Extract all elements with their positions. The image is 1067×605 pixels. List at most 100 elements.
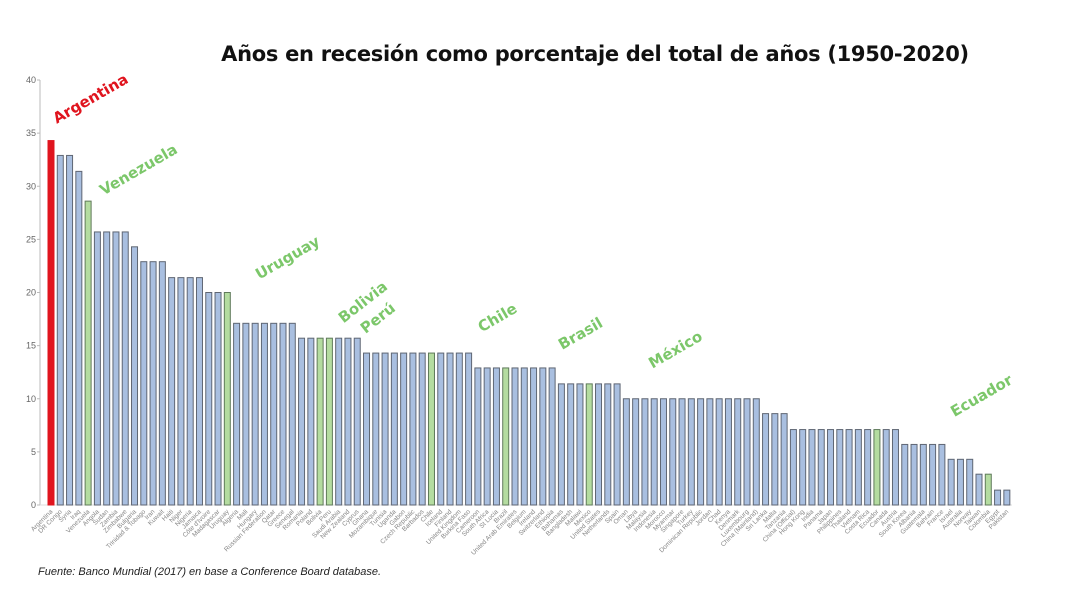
bar-senegal bbox=[288, 322, 296, 506]
annotation-brasil: Brasil bbox=[555, 314, 606, 354]
bar-zimbabwe bbox=[121, 231, 129, 506]
bar-cyprus bbox=[353, 337, 361, 506]
bar-iran bbox=[149, 261, 157, 506]
bar-tanzania bbox=[780, 413, 788, 506]
bar-poland bbox=[307, 337, 315, 506]
bar-austria bbox=[891, 429, 899, 506]
bar-chile bbox=[427, 352, 435, 506]
bar-united-arab-emirates bbox=[511, 367, 519, 506]
bar-panama bbox=[817, 429, 825, 506]
y-tick-label: 25 bbox=[26, 234, 36, 244]
bar-saudi-arabia bbox=[335, 337, 343, 506]
bar-hungary bbox=[251, 322, 259, 506]
bar-taiwan bbox=[975, 473, 983, 506]
bar-colombia bbox=[984, 473, 992, 506]
bar-thailand bbox=[845, 429, 853, 506]
annotation-chile: Chile bbox=[475, 299, 521, 336]
bar-bolivia bbox=[316, 337, 324, 506]
bar-mozambique bbox=[372, 352, 380, 506]
bar-costa-rica bbox=[864, 429, 872, 506]
bar-south-korea bbox=[901, 443, 909, 506]
bar-cameroon bbox=[474, 367, 482, 506]
bar-zambia bbox=[112, 231, 120, 506]
bar-egypt bbox=[994, 489, 1002, 506]
bar-oman bbox=[622, 398, 630, 506]
bar-dr-congo bbox=[56, 154, 64, 506]
bar-myanmar bbox=[669, 398, 677, 506]
bar-china-mainland- bbox=[752, 398, 760, 506]
bar-bahrain bbox=[929, 443, 937, 506]
bar-niger bbox=[177, 277, 185, 506]
bar-syria bbox=[66, 154, 74, 506]
bar-philippines bbox=[836, 429, 844, 506]
bar-sudan bbox=[103, 231, 111, 506]
bar-malawi bbox=[576, 383, 584, 506]
annotation-venezuela: Venezuela bbox=[96, 140, 180, 199]
bar-ireland bbox=[530, 367, 538, 506]
y-tick-label: 40 bbox=[26, 75, 36, 85]
bar-jamaica bbox=[195, 277, 203, 506]
bar-spain bbox=[613, 383, 621, 506]
bar-iraq bbox=[75, 170, 83, 506]
y-tick-label: 15 bbox=[26, 341, 36, 351]
bar-india bbox=[808, 429, 816, 506]
bar-china-official- bbox=[789, 429, 797, 506]
bar-haiti bbox=[168, 277, 176, 506]
bar-denmark bbox=[734, 398, 742, 506]
y-tick-label: 30 bbox=[26, 181, 36, 191]
bar-united-states bbox=[595, 383, 603, 506]
y-tick-label: 0 bbox=[31, 500, 36, 510]
bar-bangladesh bbox=[567, 383, 575, 506]
bar-dominican-republic bbox=[697, 398, 705, 506]
bar-norway bbox=[966, 458, 974, 506]
bar-madagascar bbox=[214, 292, 222, 506]
bar-nigeria bbox=[186, 277, 194, 506]
bar-guatemala bbox=[919, 443, 927, 506]
bar-switzerland bbox=[539, 367, 547, 506]
bar-south-africa bbox=[483, 367, 491, 506]
bar-st-lucia bbox=[492, 367, 500, 506]
bar-brazil bbox=[502, 367, 510, 506]
source-note: Fuente: Banco Mundial (2017) en base a C… bbox=[38, 566, 382, 578]
bar-france bbox=[938, 443, 946, 506]
y-tick-label: 5 bbox=[31, 447, 36, 457]
bar-albania bbox=[910, 443, 918, 506]
bar-uruguay bbox=[223, 292, 231, 506]
bar-sri-lanka bbox=[762, 413, 770, 506]
y-tick-label: 10 bbox=[26, 394, 36, 404]
bar-new-zealand bbox=[344, 337, 352, 506]
bar-morocco bbox=[659, 398, 667, 506]
bar-c-te-d-ivoire bbox=[205, 292, 213, 506]
bar-libya bbox=[632, 398, 640, 506]
bar-japan bbox=[827, 429, 835, 506]
bar-singapore bbox=[678, 398, 686, 506]
bar-ethiopia bbox=[548, 367, 556, 506]
bar-netherlands bbox=[604, 383, 612, 506]
bar-vietnam bbox=[854, 429, 862, 506]
bar-malta bbox=[771, 413, 779, 506]
annotation-méxico: México bbox=[645, 327, 705, 372]
bar-ecuador bbox=[873, 429, 881, 506]
bar-turkey bbox=[687, 398, 695, 506]
annotation-argentina: Argentina bbox=[50, 70, 132, 127]
bar-mali bbox=[242, 322, 250, 506]
bar-ghana bbox=[363, 352, 371, 506]
bar-pakistan bbox=[1003, 489, 1011, 506]
bar-kuwait bbox=[158, 261, 166, 506]
bar-peru bbox=[325, 337, 333, 506]
bar-iceland bbox=[437, 352, 445, 506]
bar-tunisia bbox=[381, 352, 389, 506]
bar-malaysia bbox=[641, 398, 649, 506]
bar-canada bbox=[882, 429, 890, 506]
bar-indonesia bbox=[650, 398, 658, 506]
bar-venezuela bbox=[84, 200, 92, 506]
y-tick-label: 35 bbox=[26, 128, 36, 138]
bar-mexico bbox=[585, 383, 593, 506]
bar-kenya bbox=[724, 398, 732, 506]
y-tick-label: 20 bbox=[26, 288, 36, 298]
bar-israel bbox=[947, 458, 955, 506]
bar-uganda bbox=[390, 352, 398, 506]
bar-united-kingdom bbox=[455, 352, 463, 506]
bar-bulgaria bbox=[131, 246, 139, 506]
